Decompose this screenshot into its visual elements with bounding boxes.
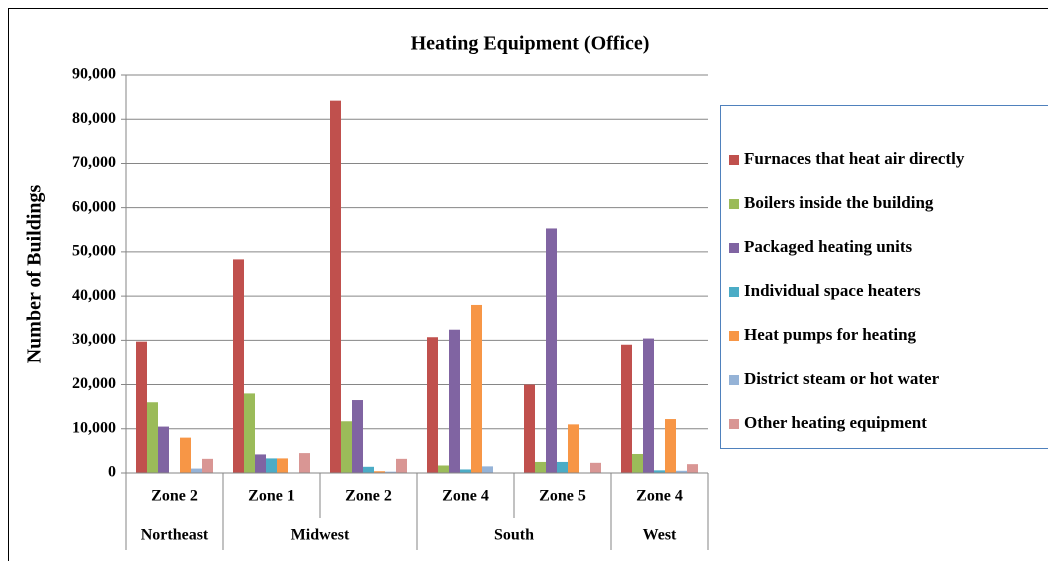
bar	[299, 453, 310, 473]
x-tick-label: Zone 2	[151, 488, 198, 505]
bar	[385, 471, 396, 473]
chart-title: Heating Equipment (Office)	[411, 33, 650, 55]
legend-box	[720, 105, 1048, 449]
y-tick-label: 50,000	[72, 243, 116, 260]
bar	[147, 402, 158, 473]
legend-swatch	[729, 199, 739, 209]
bar	[676, 470, 687, 473]
chart-border	[8, 8, 1048, 561]
bar	[244, 393, 255, 473]
bar	[524, 384, 535, 473]
bar	[427, 337, 438, 473]
y-tick-label: 60,000	[72, 198, 116, 215]
bar	[266, 458, 277, 473]
bar	[557, 461, 568, 473]
x-tick-label: Zone 2	[345, 488, 392, 505]
x-tick-label: Zone 1	[248, 488, 295, 505]
group-label: Northeast	[141, 527, 209, 544]
legend-swatch	[729, 155, 739, 165]
y-tick-label: 20,000	[72, 375, 116, 392]
bar	[687, 464, 698, 473]
legend-swatch	[729, 287, 739, 297]
legend-label: District steam or hot water	[744, 369, 940, 388]
y-tick-label: 40,000	[72, 287, 116, 304]
x-tick-label: Zone 4	[442, 488, 489, 505]
bar	[449, 329, 460, 473]
bar	[330, 100, 341, 473]
bar	[535, 461, 546, 473]
y-tick-label: 90,000	[72, 66, 116, 83]
y-tick-label: 10,000	[72, 419, 116, 436]
bar	[460, 469, 471, 473]
legend-label: Individual space heaters	[744, 281, 921, 300]
legend-label: Heat pumps for heating	[744, 325, 917, 344]
x-tick-label: Zone 5	[539, 488, 586, 505]
bar	[665, 419, 676, 473]
bar	[202, 458, 213, 473]
bar	[546, 228, 557, 473]
legend-swatch	[729, 243, 739, 253]
bar	[341, 421, 352, 473]
legend-label: Packaged heating units	[744, 237, 913, 256]
legend-swatch	[729, 331, 739, 341]
bar	[438, 465, 449, 473]
bar	[621, 344, 632, 473]
bar	[396, 458, 407, 473]
bar	[643, 338, 654, 473]
bar	[191, 468, 202, 473]
group-label: South	[494, 527, 534, 544]
group-label: Midwest	[291, 527, 350, 544]
group-label: West	[643, 527, 677, 544]
y-axis-label: Number of Buildings	[24, 185, 46, 364]
bar	[482, 466, 493, 473]
bar	[136, 341, 147, 473]
legend-swatch	[729, 375, 739, 385]
legend-label: Other heating equipment	[744, 413, 927, 432]
bar	[568, 424, 579, 473]
bar	[590, 462, 601, 473]
bar	[352, 400, 363, 473]
bar	[277, 458, 288, 473]
bar	[632, 453, 643, 473]
bar	[374, 471, 385, 473]
y-tick-label: 30,000	[72, 331, 116, 348]
bar	[180, 437, 191, 473]
y-tick-label: 80,000	[72, 110, 116, 127]
y-tick-label: 0	[108, 464, 116, 481]
x-tick-label: Zone 4	[636, 488, 683, 505]
y-tick-label: 70,000	[72, 154, 116, 171]
bar	[158, 426, 169, 473]
bar	[233, 259, 244, 473]
bar	[654, 470, 665, 473]
legend-label: Boilers inside the building	[744, 193, 934, 212]
bar	[255, 454, 266, 473]
bar	[471, 304, 482, 473]
legend-label: Furnaces that heat air directly	[744, 149, 965, 168]
legend-swatch	[729, 419, 739, 429]
bar	[363, 466, 374, 473]
